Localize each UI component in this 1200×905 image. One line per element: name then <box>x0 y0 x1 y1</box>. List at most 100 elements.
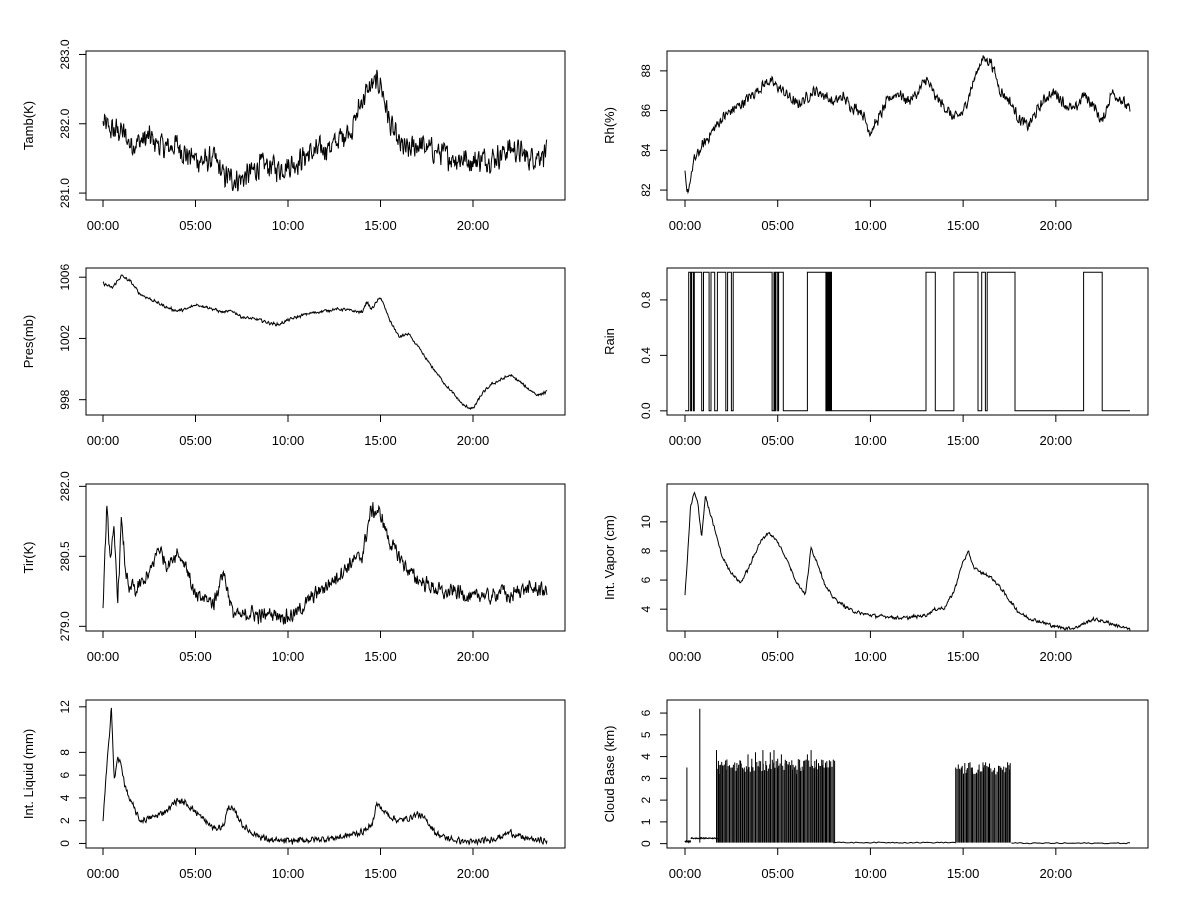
y-tick-label: 0 <box>58 840 72 847</box>
x-tick-label: 10:00 <box>854 866 887 881</box>
y-tick-label: 84 <box>639 143 653 157</box>
panel-4: 00:00 05:00 10:00 15:00 20:00 0.0 0.4 0.8 Rain <box>602 267 1149 448</box>
x-tick-label: 15:00 <box>947 866 980 881</box>
x-tick-label: 10:00 <box>272 218 305 233</box>
plot-frame <box>85 483 566 632</box>
x-tick-label: 00:00 <box>87 218 120 233</box>
series-line <box>684 491 1131 631</box>
y-tick-label: 0.0 <box>639 402 653 419</box>
x-tick-label: 05:00 <box>761 866 794 881</box>
x-tick-label: 10:00 <box>272 649 305 664</box>
x-tick-label: 00:00 <box>669 649 702 664</box>
series-line <box>684 708 1130 845</box>
y-tick-label: 1 <box>639 818 653 825</box>
y-tick-label: 2 <box>58 817 72 824</box>
y-tick-label: 282.0 <box>58 108 72 138</box>
panel-6: 00:00 05:00 10:00 15:00 20:00 4 6 8 10 Int. Vapor… <box>602 483 1149 664</box>
y-tick-label: 1006 <box>58 264 72 291</box>
y-tick-label: 86 <box>639 104 653 118</box>
y-axis-label: Tir(K) <box>21 541 36 573</box>
y-tick-label: 6 <box>639 709 653 716</box>
y-axis-label: Int. Liquid (mm) <box>21 729 36 819</box>
y-tick-label: 279.0 <box>58 611 72 641</box>
x-tick-label: 00:00 <box>669 218 702 233</box>
y-tick-label: 1002 <box>58 325 72 352</box>
x-tick-label: 00:00 <box>87 433 120 448</box>
y-tick-label: 998 <box>58 389 72 409</box>
x-tick-label: 15:00 <box>947 433 980 448</box>
panel-5: 00:00 05:00 10:00 15:00 20:00 279.0 280.5 282.0… <box>21 471 566 664</box>
series-line <box>102 502 548 625</box>
plot-frame <box>85 699 566 849</box>
panel-1: 00:00 05:00 10:00 15:00 20:00 281.0 282.0 283.0… <box>21 39 566 233</box>
y-tick-label: 4 <box>58 794 72 801</box>
y-tick-label: 82 <box>639 183 653 197</box>
plot-frame <box>666 267 1149 416</box>
y-tick-label: 6 <box>639 576 653 583</box>
series-line <box>684 55 1131 195</box>
x-tick-label: 20:00 <box>457 866 490 881</box>
y-axis-label: Cloud Base (km) <box>602 726 617 823</box>
x-tick-label: 20:00 <box>1040 218 1073 233</box>
panel-2: 00:00 05:00 10:00 15:00 20:00 82 84 86 88 Rh(%) <box>602 50 1149 233</box>
x-tick-label: 20:00 <box>1040 866 1073 881</box>
y-tick-label: 281.0 <box>58 178 72 208</box>
x-tick-label: 20:00 <box>1040 433 1073 448</box>
plot-frame <box>85 50 566 201</box>
y-tick-label: 5 <box>639 731 653 738</box>
x-tick-label: 05:00 <box>179 218 212 233</box>
y-tick-label: 0.4 <box>639 347 653 364</box>
x-tick-label: 05:00 <box>761 649 794 664</box>
x-tick-label: 05:00 <box>179 433 212 448</box>
y-tick-label: 6 <box>58 771 72 778</box>
plot-frame <box>85 267 566 416</box>
x-tick-label: 00:00 <box>87 649 120 664</box>
x-tick-label: 20:00 <box>457 218 490 233</box>
y-tick-label: 283.0 <box>58 39 72 69</box>
x-tick-label: 00:00 <box>669 433 702 448</box>
y-tick-label: 2 <box>639 796 653 803</box>
x-tick-label: 10:00 <box>854 649 887 664</box>
x-tick-label: 05:00 <box>179 866 212 881</box>
series-line <box>102 707 548 847</box>
x-tick-label: 20:00 <box>1040 649 1073 664</box>
x-tick-label: 15:00 <box>947 649 980 664</box>
panel-3: 00:00 05:00 10:00 15:00 20:00 998 1002 1006 Pres… <box>21 264 566 448</box>
x-tick-label: 00:00 <box>669 866 702 881</box>
y-axis-label: Pres(mb) <box>21 315 36 368</box>
x-tick-label: 05:00 <box>179 649 212 664</box>
panel-7: 00:00 05:00 10:00 15:00 20:00 0 2 4 6 8 12 Int. Liq… <box>21 699 566 881</box>
plot-frame <box>666 699 1149 849</box>
y-tick-label: 280.5 <box>58 541 72 571</box>
x-tick-label: 10:00 <box>854 433 887 448</box>
y-tick-label: 0.8 <box>639 291 653 308</box>
plot-frame <box>666 483 1149 632</box>
series-line <box>685 271 1130 412</box>
y-tick-label: 12 <box>58 700 72 714</box>
y-tick-label: 10 <box>639 515 653 529</box>
y-axis-label: Tamb(K) <box>21 101 36 150</box>
x-tick-label: 15:00 <box>364 866 397 881</box>
y-tick-label: 8 <box>58 749 72 756</box>
x-tick-label: 10:00 <box>854 218 887 233</box>
y-tick-label: 282.0 <box>58 471 72 501</box>
x-tick-label: 05:00 <box>761 218 794 233</box>
y-tick-label: 88 <box>639 64 653 78</box>
x-tick-label: 00:00 <box>87 866 120 881</box>
x-tick-label: 15:00 <box>364 218 397 233</box>
x-tick-label: 15:00 <box>364 433 397 448</box>
series-line <box>102 69 548 192</box>
y-tick-label: 4 <box>639 753 653 760</box>
y-tick-label: 4 <box>639 606 653 613</box>
series-line <box>102 274 548 411</box>
y-tick-label: 8 <box>639 547 653 554</box>
x-tick-label: 20:00 <box>457 649 490 664</box>
y-tick-label: 0 <box>639 840 653 847</box>
y-axis-label: Int. Vapor (cm) <box>602 515 617 600</box>
y-tick-label: 3 <box>639 775 653 782</box>
x-tick-label: 15:00 <box>947 218 980 233</box>
x-tick-label: 10:00 <box>272 433 305 448</box>
y-axis-label: Rh(%) <box>602 107 617 144</box>
